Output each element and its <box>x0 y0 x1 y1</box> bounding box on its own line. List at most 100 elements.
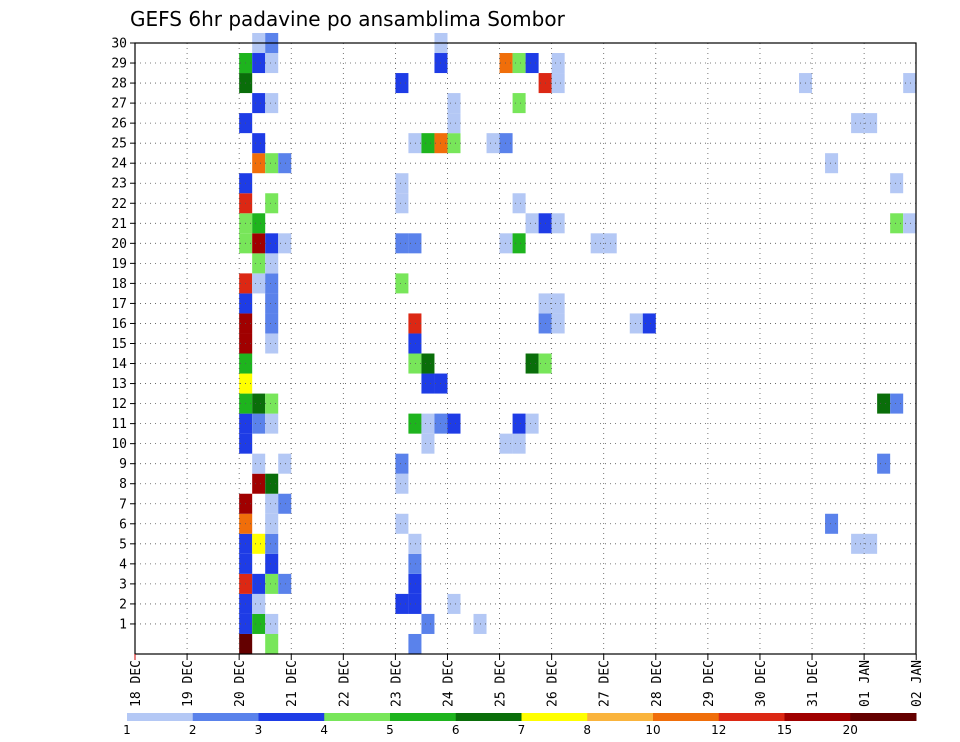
x-tick-label: 30 DEC <box>754 660 769 707</box>
heatmap-cell <box>421 133 435 154</box>
heatmap-cell <box>629 313 643 334</box>
colorbar-swatch <box>258 713 325 721</box>
heatmap-cell <box>252 53 266 74</box>
heatmap-cell <box>395 273 409 294</box>
heatmap-cell <box>421 613 435 634</box>
heatmap-cell <box>890 173 904 194</box>
heatmap-cell <box>642 313 656 334</box>
heatmap-cell <box>265 513 279 534</box>
heatmap-cell <box>252 393 266 414</box>
heatmap-cell <box>265 193 279 214</box>
x-tick-label: 25 DEC <box>494 660 509 707</box>
heatmap-cell <box>265 333 279 354</box>
heatmap-cells <box>239 32 917 654</box>
y-tick-label: 19 <box>111 257 127 272</box>
heatmap-cell <box>252 413 266 434</box>
heatmap-cell <box>499 233 513 254</box>
heatmap-cell <box>877 393 891 414</box>
heatmap-cell <box>551 213 565 234</box>
y-tick-label: 9 <box>119 457 127 472</box>
heatmap-cell <box>265 53 279 74</box>
heatmap-cell <box>265 93 279 114</box>
heatmap-cell <box>825 513 839 534</box>
y-tick-label: 11 <box>111 417 127 432</box>
plot-frame <box>134 42 917 655</box>
heatmap-cell <box>825 153 839 174</box>
y-tick-label: 1 <box>119 617 127 632</box>
colorbar-swatch <box>718 713 785 721</box>
x-tick-label: 29 DEC <box>702 660 717 707</box>
heatmap-cell <box>903 213 917 234</box>
colorbar-label: 12 <box>711 723 726 737</box>
y-tick-label: 24 <box>111 157 127 172</box>
heatmap-cell <box>525 413 539 434</box>
x-tick-label: 24 DEC <box>442 660 457 707</box>
heatmap-cell <box>408 573 422 594</box>
heatmap-cell <box>395 453 409 474</box>
colorbar-swatch <box>521 713 588 721</box>
colorbar-label: 1 <box>123 723 131 737</box>
heatmap-cell <box>252 533 266 554</box>
colorbar-label: 8 <box>583 723 591 737</box>
heatmap-cell <box>421 433 435 454</box>
heatmap-cell <box>525 53 539 74</box>
heatmap-cell <box>447 113 461 134</box>
heatmap-cell <box>239 633 253 654</box>
heatmap-cell <box>525 213 539 234</box>
x-tick-label: 26 DEC <box>546 660 561 707</box>
colorbar: 1 2 3 4 5 6 7 8 10 12 15 20 <box>123 713 917 737</box>
heatmap-cell <box>265 393 279 414</box>
y-tick-label: 10 <box>111 437 127 452</box>
y-tick-label: 29 <box>111 57 127 72</box>
y-tick-label: 20 <box>111 237 127 252</box>
chart-title: GEFS 6hr padavine po ansamblima Sombor <box>130 7 566 31</box>
heatmap-cell <box>590 233 604 254</box>
x-tick-label: 21 DEC <box>285 660 300 707</box>
heatmap-cell <box>408 133 422 154</box>
heatmap-cell <box>395 173 409 194</box>
colorbar-label: 10 <box>645 723 660 737</box>
y-tick-label: 14 <box>111 357 127 372</box>
heatmap-cell <box>395 193 409 214</box>
heatmap-cell <box>265 473 279 494</box>
y-tick-label: 22 <box>111 197 127 212</box>
heatmap-cell <box>265 153 279 174</box>
heatmap-cell <box>890 393 904 414</box>
x-tick-label: 22 DEC <box>337 660 352 707</box>
colorbar-swatch <box>192 713 259 721</box>
y-tick-label: 6 <box>119 517 127 532</box>
x-tick-label: 19 DEC <box>181 660 196 707</box>
heatmap-cell <box>512 433 526 454</box>
heatmap-cell <box>499 53 513 74</box>
heatmap-cell <box>252 93 266 114</box>
heatmap-cell <box>265 553 279 574</box>
heatmap-cell <box>252 613 266 634</box>
heatmap-cell <box>395 473 409 494</box>
y-tick-label: 18 <box>111 277 127 292</box>
colorbar-swatch <box>127 713 194 721</box>
y-tick-label: 25 <box>111 137 127 152</box>
heatmap-cell <box>278 453 292 474</box>
heatmap-cell <box>499 133 513 154</box>
grid-lines <box>135 42 916 654</box>
heatmap-cell <box>252 473 266 494</box>
heatmap-cell <box>512 413 526 434</box>
colorbar-label: 2 <box>189 723 197 737</box>
y-tick-label: 28 <box>111 77 127 92</box>
heatmap-cell <box>877 453 891 474</box>
heatmap-cell <box>265 633 279 654</box>
heatmap-cell <box>265 413 279 434</box>
heatmap-cell <box>265 233 279 254</box>
heatmap-cell <box>408 333 422 354</box>
heatmap-cell <box>265 573 279 594</box>
heatmap-cell <box>512 53 526 74</box>
heatmap-cell <box>408 353 422 374</box>
heatmap-cell <box>395 513 409 534</box>
heatmap-cell <box>408 593 422 614</box>
heatmap-cell <box>278 153 292 174</box>
heatmap-cell <box>265 313 279 334</box>
y-tick-label: 2 <box>119 597 127 612</box>
heatmap-cell <box>421 413 435 434</box>
heatmap-cell <box>851 113 865 134</box>
colorbar-label: 7 <box>518 723 526 737</box>
